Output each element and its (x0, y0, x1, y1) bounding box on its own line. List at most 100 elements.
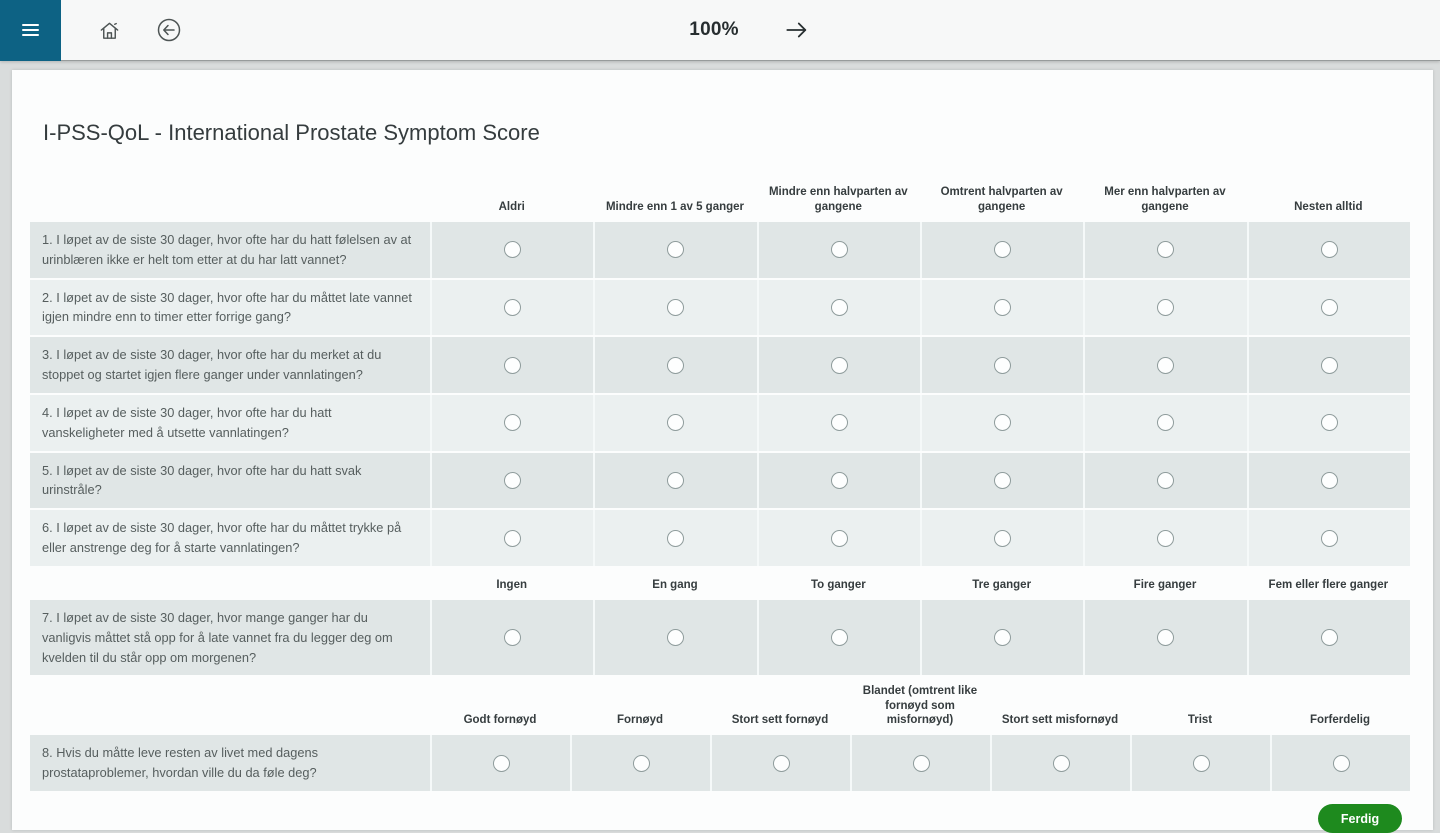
radio-button[interactable] (831, 530, 848, 547)
radio-button[interactable] (504, 530, 521, 547)
radio-button[interactable] (773, 755, 790, 772)
radio-cell (990, 735, 1130, 791)
radio-cell (920, 280, 1083, 336)
home-icon (98, 19, 121, 42)
options-header-row: Ingen En gang To ganger Tre ganger Fire … (30, 568, 1410, 600)
radio-button[interactable] (504, 414, 521, 431)
option-header: Omtrent halvparten av gangene (920, 176, 1083, 222)
radio-button[interactable] (994, 530, 1011, 547)
progress-percentage: 100% (689, 19, 738, 41)
radio-button[interactable] (994, 629, 1011, 646)
page-title: I-PSS-QoL - International Prostate Sympt… (43, 120, 1410, 146)
option-header: Godt fornøyd (430, 677, 570, 735)
radio-cell (593, 222, 756, 278)
radio-cell (593, 395, 756, 451)
radio-button[interactable] (504, 241, 521, 258)
radio-button[interactable] (667, 299, 684, 316)
radio-button[interactable] (831, 357, 848, 374)
radio-button[interactable] (667, 472, 684, 489)
radio-cell (1130, 735, 1270, 791)
radio-button[interactable] (667, 530, 684, 547)
option-header: Ingen (430, 568, 593, 600)
radio-button[interactable] (667, 414, 684, 431)
radio-button[interactable] (1321, 357, 1338, 374)
option-header: Nesten alltid (1247, 176, 1410, 222)
radio-button[interactable] (1157, 629, 1174, 646)
radio-button[interactable] (1157, 299, 1174, 316)
radio-cell (850, 735, 990, 791)
radio-cell (593, 280, 756, 336)
radio-button[interactable] (913, 755, 930, 772)
menu-button[interactable] (0, 0, 61, 61)
question-row-6: 6. I løpet av de siste 30 dager, hvor of… (30, 510, 1410, 566)
question-text: 8. Hvis du måtte leve resten av livet me… (30, 735, 430, 791)
radio-cell (757, 337, 920, 393)
radio-button[interactable] (1321, 241, 1338, 258)
radio-button[interactable] (994, 299, 1011, 316)
radio-button[interactable] (1321, 629, 1338, 646)
option-header: Blandet (omtrent like fornøyd som misfor… (850, 677, 990, 735)
radio-cell (1247, 600, 1410, 675)
radio-button[interactable] (1157, 530, 1174, 547)
radio-button[interactable] (994, 414, 1011, 431)
radio-cell (1083, 337, 1246, 393)
radio-cell (1247, 280, 1410, 336)
option-header: Stort sett fornøyd (710, 677, 850, 735)
radio-button[interactable] (633, 755, 650, 772)
home-button[interactable] (89, 10, 129, 50)
radio-button[interactable] (1321, 299, 1338, 316)
option-header: To ganger (757, 568, 920, 600)
radio-button[interactable] (504, 299, 521, 316)
questionnaire-card: I-PSS-QoL - International Prostate Sympt… (12, 70, 1433, 830)
radio-button[interactable] (1193, 755, 1210, 772)
option-header: Stort sett misfornøyd (990, 677, 1130, 735)
radio-cell (1247, 222, 1410, 278)
radio-cell (920, 453, 1083, 509)
radio-button[interactable] (1321, 472, 1338, 489)
back-button[interactable] (149, 10, 189, 50)
radio-button[interactable] (1333, 755, 1350, 772)
radio-button[interactable] (1321, 414, 1338, 431)
radio-button[interactable] (831, 472, 848, 489)
radio-button[interactable] (994, 357, 1011, 374)
radio-cell (430, 222, 593, 278)
radio-cell (430, 510, 593, 566)
question-row-4: 4. I løpet av de siste 30 dager, hvor of… (30, 395, 1410, 451)
radio-button[interactable] (831, 414, 848, 431)
radio-cell (1247, 337, 1410, 393)
radio-button[interactable] (831, 629, 848, 646)
forward-arrow-icon (784, 17, 810, 43)
radio-cell (757, 395, 920, 451)
radio-button[interactable] (1053, 755, 1070, 772)
radio-cell (593, 337, 756, 393)
radio-button[interactable] (504, 472, 521, 489)
radio-button[interactable] (1157, 414, 1174, 431)
radio-button[interactable] (1157, 241, 1174, 258)
radio-cell (430, 395, 593, 451)
radio-button[interactable] (994, 241, 1011, 258)
radio-button[interactable] (493, 755, 510, 772)
radio-button[interactable] (667, 357, 684, 374)
forward-button[interactable] (777, 10, 817, 50)
radio-button[interactable] (1321, 530, 1338, 547)
radio-button[interactable] (667, 241, 684, 258)
question-row-7: 7. I løpet av de siste 30 dager, hvor ma… (30, 600, 1410, 675)
radio-cell (430, 453, 593, 509)
radio-cell (593, 600, 756, 675)
radio-button[interactable] (831, 299, 848, 316)
radio-cell (757, 280, 920, 336)
radio-button[interactable] (831, 241, 848, 258)
radio-button[interactable] (667, 629, 684, 646)
finish-button[interactable]: Ferdig (1318, 804, 1402, 833)
radio-cell (430, 280, 593, 336)
radio-button[interactable] (504, 629, 521, 646)
option-header: Forferdelig (1270, 677, 1410, 735)
top-toolbar: 100% (0, 0, 1440, 61)
radio-button[interactable] (1157, 357, 1174, 374)
radio-button[interactable] (1157, 472, 1174, 489)
radio-button[interactable] (504, 357, 521, 374)
options-header-row: Godt fornøyd Fornøyd Stort sett fornøyd … (30, 677, 1410, 735)
radio-button[interactable] (994, 472, 1011, 489)
question-text: 1. I løpet av de siste 30 dager, hvor of… (30, 222, 430, 278)
option-header: Mindre enn 1 av 5 ganger (593, 176, 756, 222)
